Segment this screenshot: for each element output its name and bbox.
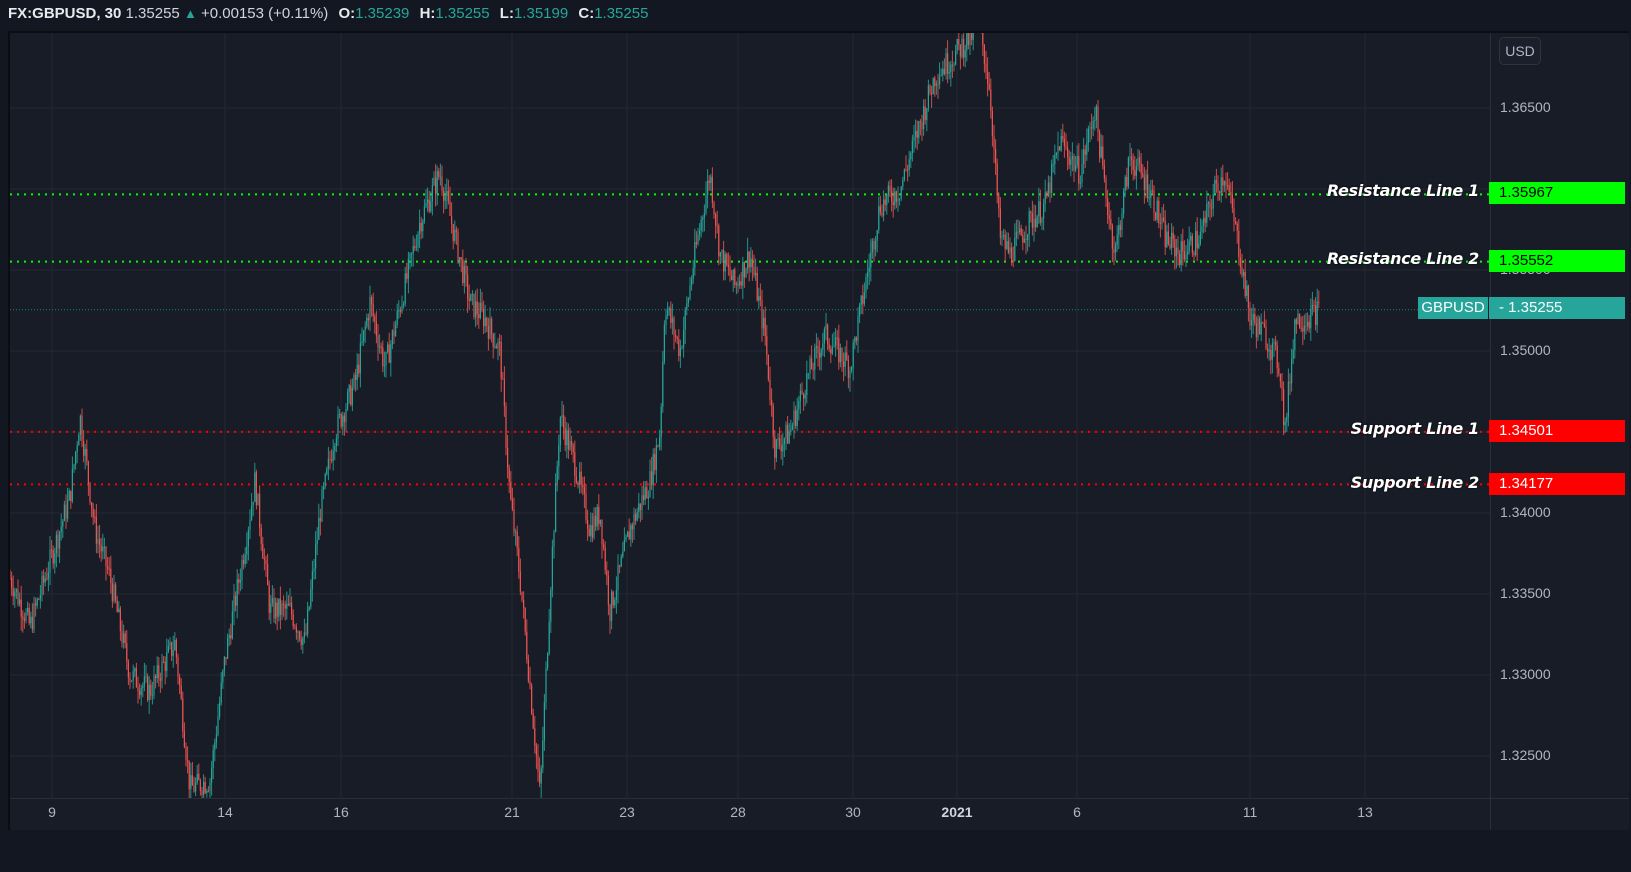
symbol-legend: FX:GBPUSD, 30 1.35255 ▲ +0.00153 (+0.11%…: [8, 3, 648, 25]
price-tick: 1.36500: [1500, 99, 1551, 115]
time-tick: 9: [48, 804, 56, 820]
support-line-1-price: 1.34501: [1489, 420, 1625, 442]
time-tick: 11: [1242, 804, 1258, 820]
symbol-title[interactable]: FX:GBPUSD, 30: [8, 5, 122, 22]
up-arrow-icon: ▲: [183, 6, 197, 21]
support-line-2-price: 1.34177: [1489, 473, 1625, 495]
support-line-2-label: Support Line 2: [1350, 473, 1480, 492]
last-price-value: - 1.35255: [1489, 297, 1625, 319]
price-change: +0.00153 (+0.11%): [200, 5, 329, 22]
time-tick: 14: [217, 804, 233, 820]
time-tick: 13: [1357, 804, 1373, 820]
last-price-symbol: GBPUSD: [1418, 297, 1488, 319]
time-tick: 6: [1073, 804, 1081, 820]
resistance-line-1-label: Resistance Line 1: [1326, 181, 1479, 200]
close-label: C:: [578, 5, 595, 22]
chart-frame: [8, 31, 1629, 830]
price-tick: 1.32500: [1500, 747, 1551, 763]
time-tick: 23: [619, 804, 635, 820]
open-value: 1.35239: [355, 5, 410, 22]
currency-badge[interactable]: USD: [1499, 37, 1541, 65]
high-value: 1.35255: [435, 5, 490, 22]
time-tick: 16: [333, 804, 349, 820]
last-price: 1.35255: [125, 5, 180, 22]
support-line-1-label: Support Line 1: [1350, 419, 1480, 438]
price-tick: 1.34000: [1500, 504, 1551, 520]
resistance-line-1-price: 1.35967: [1489, 182, 1625, 204]
time-axis[interactable]: [10, 798, 1629, 831]
price-tick: 1.33000: [1500, 666, 1551, 682]
open-label: O:: [338, 5, 356, 22]
candlestick-chart[interactable]: [10, 33, 1490, 798]
resistance-line-2-price: 1.35552: [1489, 250, 1625, 272]
high-label: H:: [419, 5, 436, 22]
time-tick: 30: [845, 804, 861, 820]
low-value: 1.35199: [513, 5, 569, 22]
low-label: L:: [499, 5, 514, 22]
price-tick: 1.35000: [1500, 342, 1551, 358]
chart-pane[interactable]: [10, 33, 1490, 798]
time-tick: 2021: [941, 804, 973, 820]
time-tick: 28: [730, 804, 746, 820]
time-tick: 21: [504, 804, 520, 820]
close-value: 1.35255: [594, 5, 649, 22]
price-tick: 1.33500: [1500, 585, 1551, 601]
resistance-line-2-label: Resistance Line 2: [1326, 249, 1479, 268]
